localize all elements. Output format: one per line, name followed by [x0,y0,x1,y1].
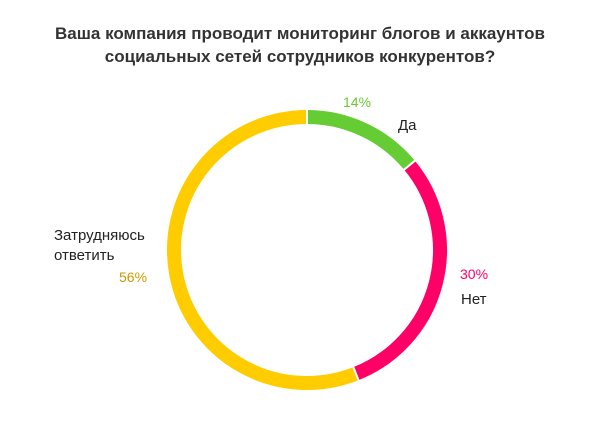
slice-label-unsure-line-2: ответить [54,247,115,264]
donut-slice-unsure [167,110,359,390]
chart-title-line-2: социальных сетей сотрудников конкурентов… [104,47,496,66]
slice-value-label-no: 30% [460,266,489,282]
slice-value-label-unsure: 56% [119,269,148,285]
slice-label-yes: Да [398,117,417,134]
slice-value-label-yes: 14% [343,94,372,110]
donut-slice-yes [306,110,415,170]
chart-title-line-1: Ваша компания проводит мониторинг блогов… [55,24,545,43]
donut-slice-no [353,160,447,381]
slice-separator [402,159,417,172]
slice-label-no: Нет [461,291,487,308]
slice-separator [352,365,360,382]
slice-label-unsure-line-1: Затрудняюсь [54,227,145,244]
chart-title: Ваша компания проводит мониторинг блогов… [0,22,600,68]
